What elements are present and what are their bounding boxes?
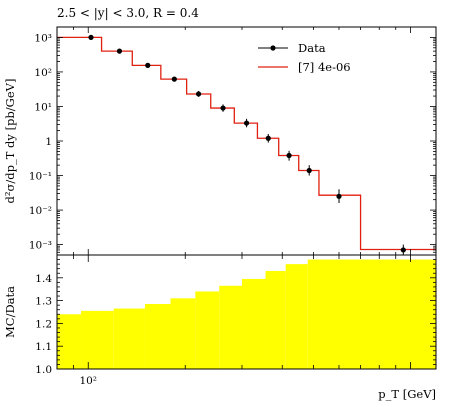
mc-histogram-line bbox=[57, 36, 436, 251]
ratio-y-axis-label: MC/Data bbox=[3, 286, 17, 338]
ratio-y-tick-label: 1.4 bbox=[35, 273, 52, 285]
ratio-y-tick-label: 1.1 bbox=[35, 341, 52, 353]
ratio-y-tick-label: 1.3 bbox=[35, 296, 52, 308]
main-panel: 10³ 10² 10¹ 1 10⁻¹ 10⁻² 10⁻³ bbox=[29, 26, 437, 256]
data-point-4 bbox=[195, 91, 202, 97]
data-marker bbox=[286, 152, 292, 159]
main-y-tick-label: 10³ bbox=[34, 32, 52, 44]
ratio-band-bin-9 bbox=[285, 264, 308, 369]
data-marker bbox=[336, 193, 342, 199]
data-point-2 bbox=[145, 62, 151, 68]
ratio-band-bin-8 bbox=[265, 270, 286, 369]
main-y-tick-label: 10⁻² bbox=[29, 205, 52, 217]
ratio-band-bin-7 bbox=[241, 278, 266, 369]
ratio-y-tick-label: 1.2 bbox=[35, 318, 52, 330]
ratio-band-bin-4 bbox=[170, 298, 196, 369]
ratio-band-bin-3 bbox=[144, 304, 171, 369]
ratio-band-bin-5 bbox=[195, 291, 220, 369]
data-marker bbox=[145, 62, 151, 68]
main-y-tick-label: 10⁻¹ bbox=[29, 171, 52, 183]
chart-title: 2.5 < |y| < 3.0, R = 0.4 bbox=[57, 6, 199, 20]
main-y-tick-label: 1 bbox=[45, 136, 52, 148]
ratio-band-bin-10 bbox=[307, 259, 436, 369]
main-y-tick-label: 10⁻³ bbox=[29, 240, 52, 252]
main-frame bbox=[56, 26, 437, 256]
ratio-band-bin-1 bbox=[81, 310, 114, 369]
ratio-band-bin-6 bbox=[219, 285, 242, 369]
main-y-tick-label: 10¹ bbox=[34, 101, 52, 113]
data-marker bbox=[195, 91, 202, 97]
legend: Data [7] 4e-06 bbox=[258, 41, 351, 74]
ratio-frame bbox=[56, 254, 437, 370]
data-point-7 bbox=[265, 133, 271, 143]
legend-mc-label: [7] 4e-06 bbox=[298, 60, 351, 74]
ratio-band-bin-0 bbox=[57, 314, 82, 369]
main-y-tick-label: 10² bbox=[34, 67, 52, 79]
data-point-9 bbox=[306, 165, 312, 176]
data-point-10 bbox=[336, 189, 342, 204]
legend-data-marker bbox=[270, 45, 276, 51]
data-marker bbox=[306, 167, 312, 174]
data-point-8 bbox=[286, 150, 292, 161]
data-marker bbox=[243, 120, 250, 126]
data-point-5 bbox=[220, 104, 226, 112]
legend-data-label: Data bbox=[298, 41, 326, 55]
data-point-11 bbox=[400, 244, 406, 255]
data-point-1 bbox=[116, 48, 123, 54]
data-marker bbox=[265, 135, 271, 141]
data-marker bbox=[171, 76, 177, 82]
data-marker bbox=[220, 105, 226, 111]
ratio-band-bin-2 bbox=[113, 308, 145, 369]
x-axis-label: p_T [GeV] bbox=[378, 387, 436, 401]
x-tick-label: 10² bbox=[79, 375, 97, 387]
data-point-0 bbox=[88, 34, 94, 40]
data-marker bbox=[116, 48, 123, 54]
data-marker bbox=[400, 247, 406, 253]
ratio-panel: 1.0 1.1 1.2 1.3 1.4 10² bbox=[35, 254, 437, 387]
data-point-3 bbox=[171, 76, 177, 82]
data-point-6 bbox=[243, 118, 250, 128]
data-marker bbox=[88, 34, 94, 40]
main-y-axis-label: d²σ/dp_T dy [pb/GeV] bbox=[3, 79, 17, 204]
ratio-y-tick-label: 1.0 bbox=[35, 364, 52, 376]
